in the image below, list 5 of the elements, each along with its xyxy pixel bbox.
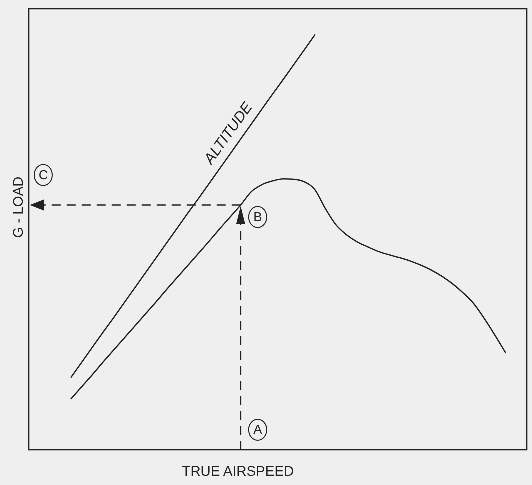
- annotation: A: [254, 422, 263, 438]
- x-axis-title: TRUE AIRSPEED: [182, 462, 294, 479]
- y-axis-title: G - LOAD: [10, 176, 26, 238]
- annotation: B: [254, 209, 262, 224]
- ref-line-label: C: [38, 167, 48, 182]
